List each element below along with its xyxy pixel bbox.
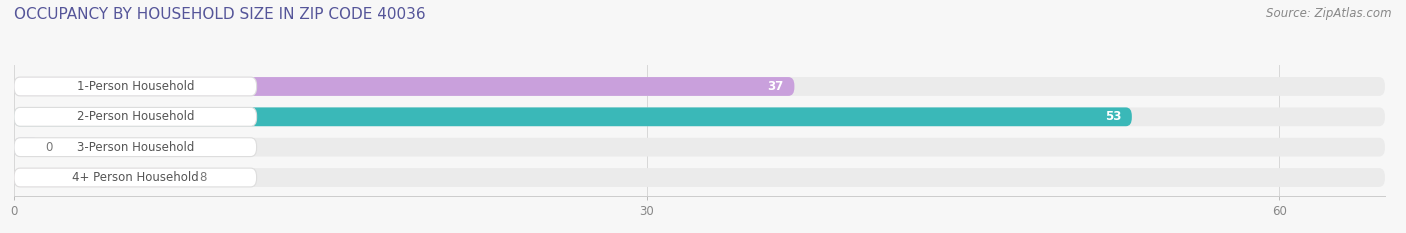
Text: 2-Person Household: 2-Person Household <box>76 110 194 123</box>
FancyBboxPatch shape <box>14 107 1132 126</box>
FancyBboxPatch shape <box>14 168 183 187</box>
FancyBboxPatch shape <box>14 168 1385 187</box>
Text: 37: 37 <box>768 80 785 93</box>
Text: 0: 0 <box>46 141 53 154</box>
Text: 53: 53 <box>1105 110 1122 123</box>
Text: 8: 8 <box>200 171 207 184</box>
FancyBboxPatch shape <box>14 107 1385 126</box>
FancyBboxPatch shape <box>14 138 257 157</box>
Text: OCCUPANCY BY HOUSEHOLD SIZE IN ZIP CODE 40036: OCCUPANCY BY HOUSEHOLD SIZE IN ZIP CODE … <box>14 7 426 22</box>
Text: 3-Person Household: 3-Person Household <box>77 141 194 154</box>
FancyBboxPatch shape <box>14 168 257 187</box>
FancyBboxPatch shape <box>14 107 257 126</box>
FancyBboxPatch shape <box>14 138 1385 157</box>
Text: 1-Person Household: 1-Person Household <box>76 80 194 93</box>
FancyBboxPatch shape <box>14 77 794 96</box>
FancyBboxPatch shape <box>14 77 1385 96</box>
FancyBboxPatch shape <box>14 77 257 96</box>
Text: 4+ Person Household: 4+ Person Household <box>72 171 198 184</box>
Text: Source: ZipAtlas.com: Source: ZipAtlas.com <box>1267 7 1392 20</box>
FancyBboxPatch shape <box>14 138 39 157</box>
